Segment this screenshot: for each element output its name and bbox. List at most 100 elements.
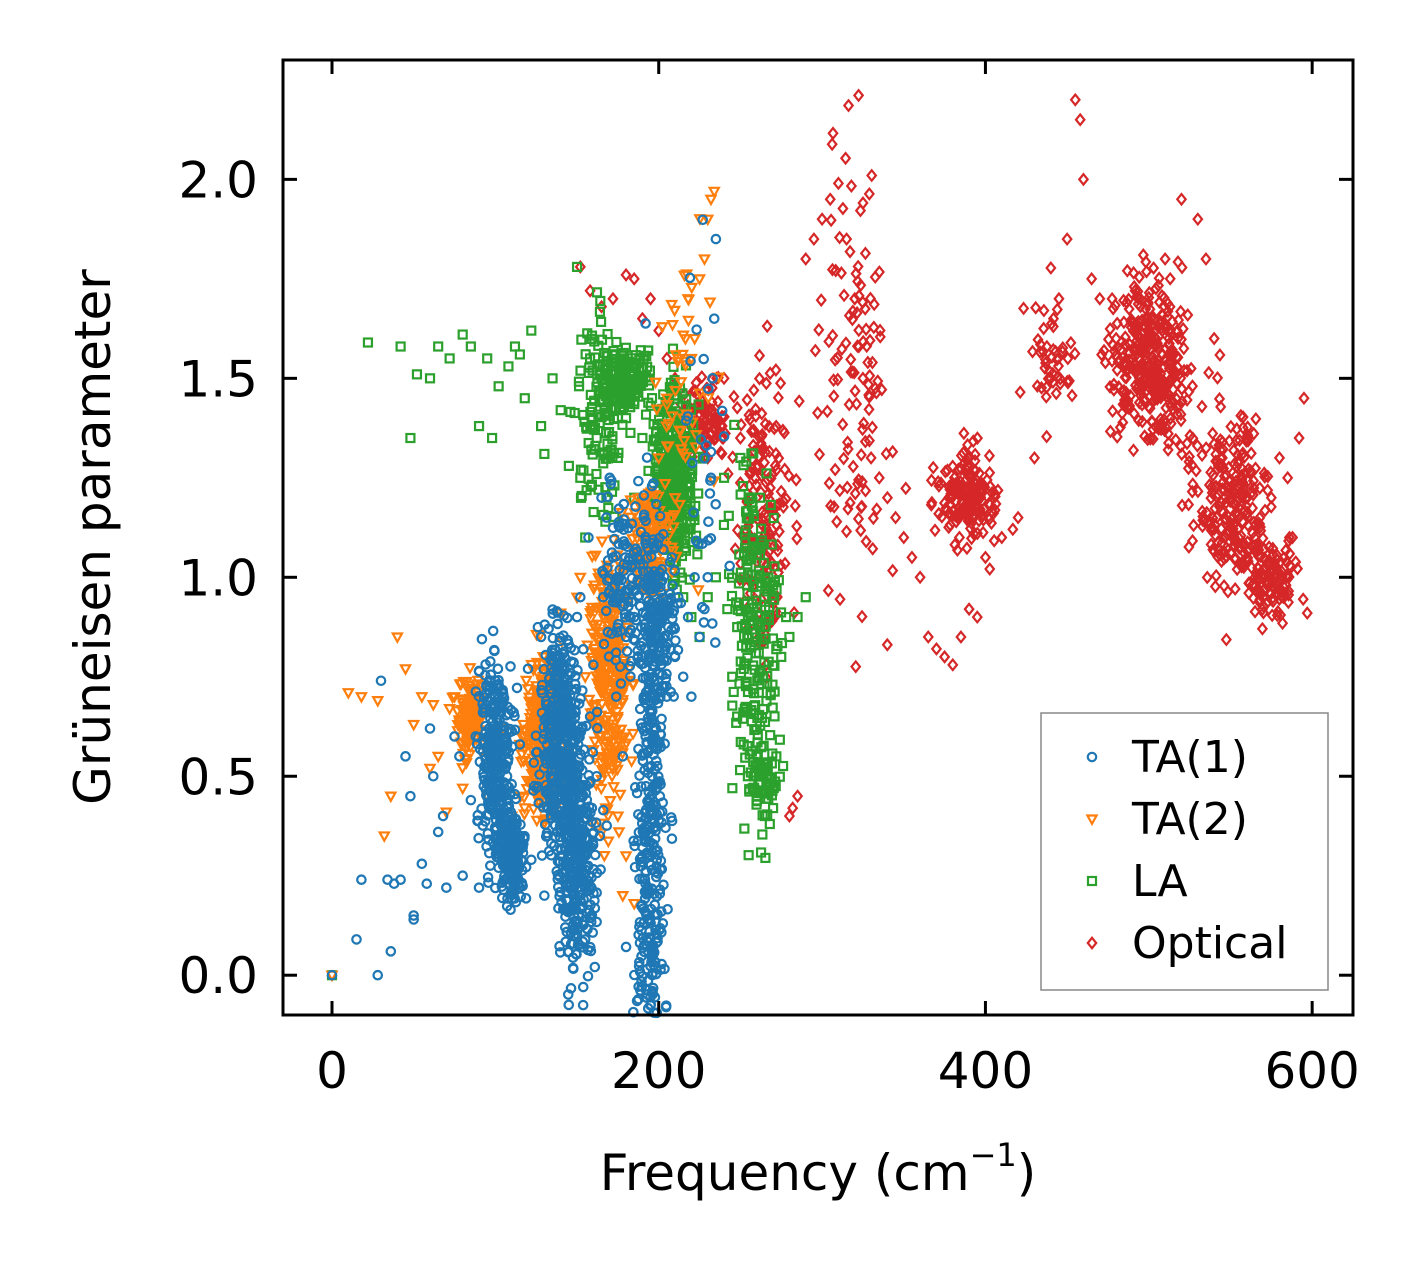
- data-point: [1220, 512, 1232, 526]
- data-point: [656, 806, 668, 817]
- data-point: [664, 467, 675, 478]
- data-point: [1069, 92, 1081, 107]
- data-point: [426, 700, 440, 712]
- data-point: [760, 376, 772, 391]
- data-point: [863, 186, 875, 201]
- data-point: [1147, 432, 1159, 446]
- data-point: [1185, 361, 1197, 376]
- data-point: [1207, 426, 1219, 441]
- data-point: [984, 562, 996, 576]
- data-point: [558, 711, 569, 723]
- data-point: [1239, 491, 1252, 506]
- data-point: [487, 790, 498, 801]
- data-point: [636, 976, 647, 987]
- data-point: [763, 419, 775, 434]
- data-point: [1214, 348, 1226, 362]
- data-point: [564, 704, 576, 715]
- data-point: [1077, 172, 1090, 187]
- data-point: [454, 679, 468, 691]
- data-point: [503, 801, 515, 812]
- data-point: [643, 836, 655, 848]
- data-point: [493, 780, 505, 792]
- data-point: [967, 434, 979, 449]
- data-point: [640, 780, 652, 792]
- data-point: [596, 492, 607, 504]
- data-point: [568, 930, 579, 942]
- data-point: [1153, 271, 1165, 286]
- data-point: [646, 813, 657, 825]
- data-point: [834, 592, 846, 607]
- data-point: [988, 533, 1000, 548]
- data-point: [1272, 604, 1284, 619]
- data-point: [586, 402, 598, 413]
- data-point: [775, 607, 787, 618]
- data-point: [617, 751, 629, 762]
- data-point: [752, 675, 763, 686]
- data-point: [710, 411, 722, 426]
- data-point: [1172, 331, 1184, 346]
- data-point: [764, 784, 775, 795]
- data-point: [573, 376, 585, 387]
- data-point: [761, 696, 772, 707]
- data-point: [744, 749, 755, 760]
- data-point: [1268, 556, 1280, 571]
- data-point: [1192, 212, 1204, 227]
- data-point: [1282, 470, 1294, 485]
- data-point: [791, 789, 804, 804]
- data-point: [617, 539, 629, 551]
- data-point: [1111, 363, 1123, 377]
- data-point: [832, 176, 845, 191]
- data-point: [961, 541, 973, 556]
- data-point: [484, 680, 495, 692]
- data-point: [666, 320, 679, 332]
- data-point: [668, 493, 682, 505]
- data-point: [620, 342, 631, 353]
- data-point: [722, 604, 733, 615]
- data-point: [1283, 530, 1296, 545]
- data-point: [486, 432, 498, 444]
- data-point: [1183, 540, 1195, 554]
- data-point: [450, 706, 464, 718]
- data-point: [660, 822, 671, 834]
- data-point: [542, 716, 554, 728]
- data-point: [867, 541, 879, 556]
- data-point: [690, 375, 702, 390]
- data-point: [474, 756, 486, 768]
- data-point: [1050, 386, 1062, 401]
- data-point: [449, 731, 460, 742]
- data-point: [650, 916, 661, 928]
- data-point: [1138, 348, 1151, 363]
- data-point: [633, 379, 644, 391]
- data-point: [651, 937, 662, 949]
- data-point: [620, 585, 632, 596]
- data-point: [1028, 450, 1041, 465]
- data-point: [530, 667, 544, 680]
- data-point: [570, 915, 581, 927]
- data-point: [1256, 602, 1268, 617]
- data-point: [693, 274, 707, 286]
- data-point: [666, 546, 680, 558]
- data-point: [639, 835, 651, 847]
- data-point: [753, 779, 764, 790]
- data-point: [555, 405, 566, 416]
- data-point: [736, 640, 748, 651]
- data-point: [536, 420, 547, 432]
- data-point: [519, 393, 530, 404]
- data-point: [637, 432, 648, 444]
- data-point: [483, 877, 494, 889]
- data-point: [668, 305, 682, 318]
- data-point: [617, 403, 628, 415]
- data-point: [823, 334, 835, 349]
- data-point: [588, 580, 602, 593]
- data-point: [611, 811, 625, 824]
- data-point: [661, 441, 675, 454]
- data-point: [626, 534, 640, 546]
- data-point: [983, 448, 996, 463]
- data-point: [1265, 499, 1277, 514]
- data-point: [1142, 322, 1155, 337]
- data-point: [1172, 255, 1184, 269]
- data-point: [1256, 621, 1269, 636]
- data-point: [887, 563, 899, 578]
- data-point: [594, 757, 608, 770]
- data-point: [540, 754, 551, 766]
